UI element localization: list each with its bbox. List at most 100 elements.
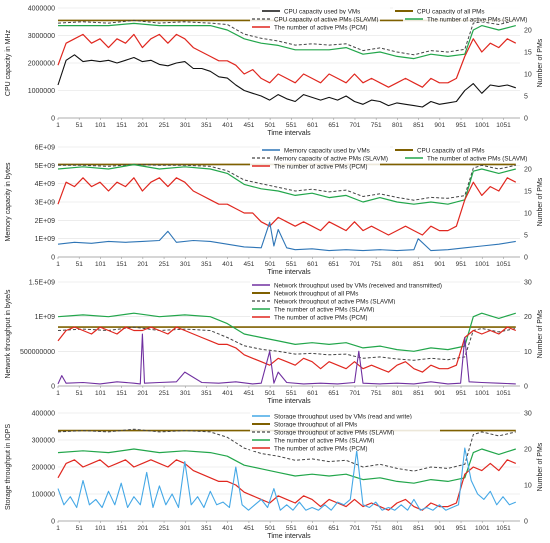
y-tick-label: 4E+09 (35, 181, 56, 188)
y2-tick-label: 0 (524, 255, 528, 262)
y-tick-label: 1000000 (28, 88, 55, 95)
x-tick-label: 501 (265, 122, 276, 129)
series-line-slavm_pms (58, 22, 516, 60)
y-tick-label: 4000000 (28, 6, 55, 13)
x-tick-label: 251 (159, 122, 170, 129)
legend-bg (250, 288, 440, 296)
x-tick-label: 251 (159, 390, 170, 397)
y-tick-label: 2000000 (28, 61, 55, 68)
y2-tick-label: 15 (524, 189, 532, 196)
x-axis-label: Time intervals (267, 269, 311, 276)
x-tick-label: 251 (159, 525, 170, 532)
x-tick-label: 351 (201, 122, 212, 129)
legend-bg (403, 14, 533, 22)
x-tick-label: 701 (350, 525, 361, 532)
x-tick-label: 701 (350, 390, 361, 397)
y-tick-label: 1.5E+09 (29, 280, 55, 287)
x-tick-label: 51 (76, 261, 84, 268)
x-tick-label: 601 (307, 261, 318, 268)
x-tick-label: 151 (116, 390, 127, 397)
x-tick-label: 1 (56, 122, 60, 129)
legend: Storage throughput used by VMs (read and… (250, 411, 440, 453)
x-tick-label: 801 (392, 525, 403, 532)
legend-entry: CPU capacity of active PMs (SLAVM) (274, 17, 379, 24)
y-tick-label: 500000000 (20, 349, 55, 356)
legend-entry: The number of active PMs (PCM) (274, 446, 367, 453)
x-tick-label: 301 (180, 122, 191, 129)
x-tick-label: 901 (434, 122, 445, 129)
y-tick-label: 1E+09 (35, 236, 56, 243)
x-tick-label: 651 (328, 390, 339, 397)
y-tick-label: 0 (51, 384, 55, 391)
legend-entry: Storage throughput used by VMs (read and… (274, 414, 412, 421)
legend-entry: CPU capacity of all PMs (417, 148, 485, 155)
series-line-pcm_pms (57, 326, 517, 373)
legend-entry: The number of active PMs (SLAVM) (274, 438, 374, 445)
legend-entry: Network throughput of all PMs (274, 291, 358, 298)
x-tick-label: 451 (243, 122, 254, 129)
y2-tick-label: 20 (524, 314, 532, 321)
legend-bg (393, 6, 523, 14)
x-tick-label: 1001 (475, 122, 490, 129)
y2-axis-label: Number of PMs (537, 177, 544, 226)
x-tick-label: 51 (76, 390, 84, 397)
legend-entry: Memory capacity used by VMs (284, 148, 370, 155)
x-tick-label: 401 (222, 525, 233, 532)
x-tick-label: 801 (392, 390, 403, 397)
x-tick-label: 1001 (475, 390, 490, 397)
legend-bg (250, 14, 380, 22)
x-tick-label: 1051 (496, 122, 511, 129)
y-tick-label: 0 (51, 255, 55, 262)
series-line-pcm_pms (57, 33, 517, 88)
legend-entry: Storage throughput of active PMs (SLAVM) (274, 430, 394, 437)
x-tick-label: 601 (307, 525, 318, 532)
x-tick-label: 1 (56, 261, 60, 268)
x-tick-label: 951 (456, 261, 467, 268)
x-tick-label: 451 (243, 525, 254, 532)
series-line-storage (57, 447, 517, 511)
x-tick-label: 1 (56, 390, 60, 397)
x-tick-label: 251 (159, 261, 170, 268)
legend: Network throughput used by VMs (received… (250, 280, 442, 322)
chart-panel-2: 01E+092E+093E+094E+095E+096E+09051015201… (5, 145, 544, 277)
series-line-pcm_pms (57, 177, 517, 236)
x-tick-label: 751 (371, 525, 382, 532)
x-tick-label: 601 (307, 122, 318, 129)
y2-tick-label: 0 (524, 116, 528, 123)
legend-bg (250, 296, 440, 304)
x-tick-label: 901 (434, 390, 445, 397)
y-axis-label: Storage throughput in IOPS (5, 424, 12, 510)
x-tick-label: 501 (265, 261, 276, 268)
legend: Memory capacity used by VMs CPU capacity … (250, 145, 533, 171)
x-tick-label: 501 (265, 390, 276, 397)
y2-axis-label: Number of PMs (537, 38, 544, 87)
x-tick-label: 1051 (496, 261, 511, 268)
y-tick-label: 6E+09 (35, 145, 56, 152)
y2-axis-label: Number of PMs (537, 309, 544, 358)
x-tick-label: 351 (201, 261, 212, 268)
x-tick-label: 701 (350, 122, 361, 129)
x-tick-label: 51 (76, 525, 84, 532)
x-tick-label: 651 (328, 525, 339, 532)
series-line-network (57, 333, 516, 385)
y-tick-label: 1E+09 (35, 314, 56, 321)
legend-entry: The number of active PMs (PCM) (274, 25, 367, 32)
x-tick-label: 1051 (496, 525, 511, 532)
x-tick-label: 701 (350, 261, 361, 268)
x-tick-label: 201 (137, 261, 148, 268)
legend-entry: CPU capacity of all PMs (417, 9, 485, 16)
x-tick-label: 201 (137, 122, 148, 129)
series-line-slavm_pms (57, 448, 516, 484)
y2-tick-label: 10 (524, 72, 532, 79)
x-tick-label: 951 (456, 390, 467, 397)
legend-bg (250, 419, 440, 427)
y2-tick-label: 0 (524, 519, 528, 526)
x-tick-label: 401 (222, 122, 233, 129)
y-axis-label: Memory capacity in bytes (5, 162, 12, 241)
legend-bg (250, 22, 380, 30)
x-tick-label: 351 (201, 390, 212, 397)
legend-entry: Network throughput used by VMs (received… (274, 283, 442, 290)
x-tick-label: 1001 (475, 261, 490, 268)
